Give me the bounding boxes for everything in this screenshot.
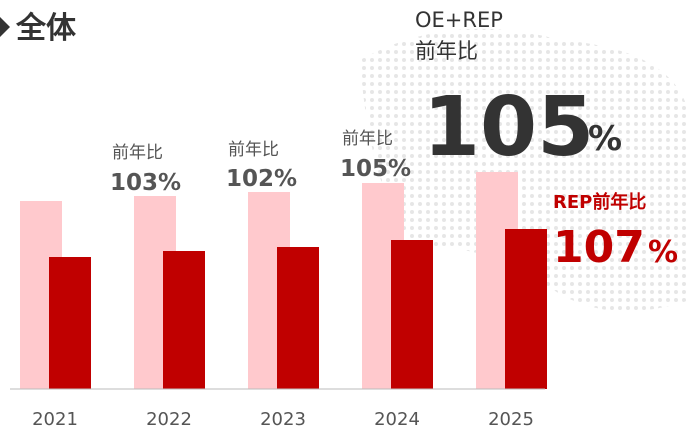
rep-value: 107 xyxy=(553,222,645,273)
annotation-unit: % xyxy=(588,119,622,159)
annotation-label: 前年比 xyxy=(112,143,163,163)
title-marker xyxy=(0,17,10,37)
rep-label: REP前年比 xyxy=(553,191,646,213)
x-tick-label: 2025 xyxy=(488,409,534,430)
bar xyxy=(163,251,205,389)
bar xyxy=(49,257,91,389)
chart-title: 全体 xyxy=(15,11,77,46)
bar xyxy=(277,247,319,389)
x-tick-label: 2024 xyxy=(374,409,420,430)
annotation-label: 前年比 xyxy=(228,140,279,160)
annotation-label: 前年比 xyxy=(342,129,393,149)
x-tick-label: 2023 xyxy=(260,409,306,430)
x-tick-label: 2022 xyxy=(146,409,192,430)
x-tick-label: 2021 xyxy=(32,409,78,430)
rep-unit: % xyxy=(648,235,678,270)
plot xyxy=(20,172,547,389)
series-label: OE+REP xyxy=(415,8,503,32)
annotation-value: 105% xyxy=(340,156,411,182)
annotation-value: 103% xyxy=(110,170,181,196)
annotation-label: 前年比 xyxy=(415,39,478,63)
annotation-value: 105 xyxy=(423,80,594,175)
annotation-value: 102% xyxy=(226,166,297,192)
map-background xyxy=(360,28,690,312)
bar xyxy=(505,229,547,389)
bar xyxy=(391,240,433,389)
